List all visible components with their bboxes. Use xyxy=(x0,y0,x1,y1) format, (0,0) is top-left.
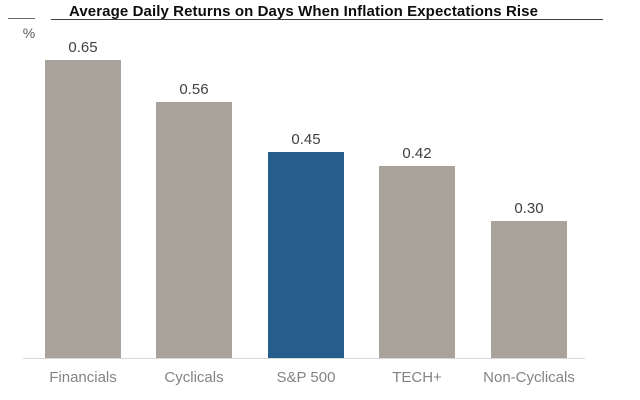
bar-category-label-s-p-500: S&P 500 xyxy=(276,369,336,386)
bar-non-cyclicals xyxy=(491,221,567,358)
chart-title: Average Daily Returns on Days When Infla… xyxy=(68,3,539,20)
bar-cyclicals xyxy=(156,102,232,358)
y-axis-unit-label: % xyxy=(22,25,36,41)
bar-tech xyxy=(379,166,455,358)
top-left-tick-line xyxy=(8,18,35,19)
x-axis-line xyxy=(23,358,585,359)
bar-value-label-cyclicals: 0.56 xyxy=(179,81,209,98)
bar-value-label-s-p-500: 0.45 xyxy=(291,131,321,148)
bar-category-label-cyclicals: Cyclicals xyxy=(164,369,224,386)
bar-value-label-non-cyclicals: 0.30 xyxy=(514,200,544,217)
bar-category-label-tech: TECH+ xyxy=(392,369,442,386)
bar-value-label-tech: 0.42 xyxy=(402,145,432,162)
bar-s-p-500 xyxy=(268,152,344,358)
title-underline xyxy=(51,19,603,20)
bar-category-label-non-cyclicals: Non-Cyclicals xyxy=(483,369,575,386)
bar-category-label-financials: Financials xyxy=(49,369,117,386)
bar-financials xyxy=(45,60,121,358)
bar-value-label-financials: 0.65 xyxy=(68,39,98,56)
